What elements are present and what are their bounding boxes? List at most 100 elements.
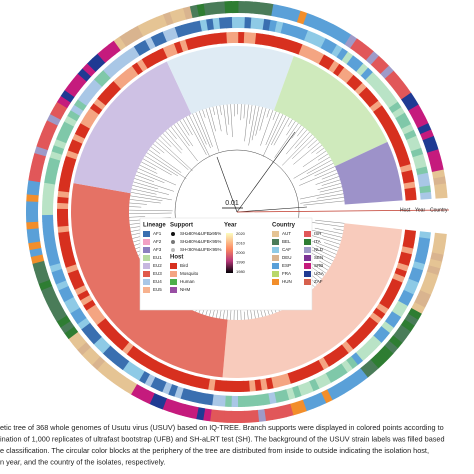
host-block <box>202 34 211 47</box>
branch <box>131 188 157 195</box>
country-block <box>43 119 58 132</box>
country-block <box>338 379 351 394</box>
year-block <box>112 353 125 367</box>
host-block <box>178 371 189 385</box>
country-block <box>91 356 106 370</box>
country-block <box>142 390 155 405</box>
legend-swatch <box>304 279 311 285</box>
year-block <box>340 360 353 373</box>
branch <box>273 117 290 146</box>
country-block <box>370 55 385 70</box>
country-block <box>350 38 364 53</box>
legend-swatch <box>143 271 150 277</box>
year-block <box>63 296 77 308</box>
legend-swatch <box>143 255 150 261</box>
country-block <box>162 398 174 412</box>
host-block <box>265 377 274 390</box>
country-block <box>417 123 432 135</box>
year-block <box>187 21 197 35</box>
year-block <box>414 160 427 170</box>
year-block <box>395 112 409 124</box>
host-block <box>141 55 153 69</box>
host-block <box>382 293 395 305</box>
country-block <box>28 240 42 251</box>
country-block <box>108 40 122 55</box>
branch <box>219 105 222 116</box>
year-block <box>139 39 151 53</box>
year-block <box>401 123 415 135</box>
host-block <box>384 288 398 300</box>
country-block <box>349 372 363 387</box>
country-block <box>276 405 287 419</box>
branch <box>132 185 169 195</box>
host-block <box>117 72 130 86</box>
branch <box>324 242 339 248</box>
year-block <box>67 109 81 122</box>
branch <box>306 159 332 174</box>
legend-label: AUT <box>282 231 291 236</box>
year-block <box>308 378 320 392</box>
branch <box>333 228 344 231</box>
legend-swatch <box>170 263 177 269</box>
country-block <box>414 116 429 129</box>
branch <box>133 181 159 190</box>
host-block <box>57 196 69 204</box>
country-block <box>404 98 419 112</box>
host-block <box>77 122 91 134</box>
year-block <box>381 321 394 334</box>
host-block <box>350 78 363 92</box>
branch <box>316 147 325 154</box>
host-block <box>162 365 173 379</box>
year-block <box>212 17 221 30</box>
year-block <box>391 306 405 318</box>
host-block <box>152 50 163 63</box>
year-block <box>42 208 54 216</box>
branch <box>303 200 345 206</box>
branch <box>314 227 343 235</box>
host-block <box>213 379 222 392</box>
country-block <box>46 113 61 126</box>
country-block <box>401 92 416 106</box>
country-block <box>411 110 426 123</box>
year-block <box>360 344 373 357</box>
branch <box>287 119 293 127</box>
year-block <box>218 17 227 29</box>
year-block <box>314 376 326 389</box>
year-block <box>400 289 414 301</box>
legend-swatch <box>272 263 279 269</box>
legend-label: AF1 <box>153 231 162 236</box>
year-block <box>417 243 430 253</box>
lineage-band <box>166 46 294 115</box>
year-block <box>150 34 162 47</box>
host-block <box>270 376 280 389</box>
country-block <box>150 16 162 31</box>
host-block <box>80 117 94 129</box>
country-block <box>397 86 412 100</box>
host-block <box>108 330 121 343</box>
host-block <box>313 51 325 65</box>
host-block <box>89 308 103 321</box>
year-block <box>42 220 54 229</box>
host-block <box>298 44 309 57</box>
country-block <box>375 60 390 75</box>
host-block <box>136 58 148 72</box>
host-block <box>402 175 415 184</box>
country-block <box>393 81 408 95</box>
country-block <box>434 232 447 242</box>
host-block <box>354 329 367 342</box>
host-block <box>74 284 88 296</box>
year-block <box>128 46 141 60</box>
year-block <box>303 30 315 44</box>
country-block <box>113 36 127 51</box>
year-block <box>112 57 126 71</box>
legend-label: NLD <box>314 247 324 252</box>
country-block <box>270 406 280 421</box>
country-block <box>68 331 83 345</box>
legend-label: DEU <box>282 255 292 260</box>
country-block <box>217 1 226 14</box>
host-block <box>389 278 403 289</box>
year-block <box>85 327 98 340</box>
country-block <box>333 27 346 42</box>
legend-swatch <box>170 279 177 285</box>
branch <box>259 107 267 131</box>
